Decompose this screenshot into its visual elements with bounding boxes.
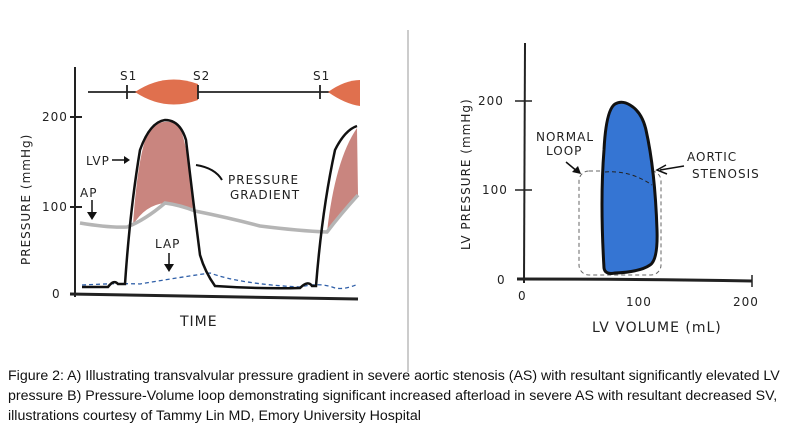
gradient-pointer: [195, 164, 223, 181]
arrow-icon: [164, 264, 174, 272]
arrow-icon: [655, 164, 668, 175]
pressure-gradient-area: [327, 128, 358, 232]
normal-loop-label: LOOP: [546, 144, 582, 158]
y-axis-label: PRESSURE (mmHg): [19, 134, 33, 265]
aortic-stenosis-label: STENOSIS: [692, 167, 760, 181]
panel-b-pv-loop: 200 100 0 0 100 200 LV PRESSURE (mmHg) L…: [459, 42, 760, 336]
s1-label: S1: [313, 69, 330, 83]
s1-label: S1: [120, 69, 137, 83]
arrow-icon: [572, 166, 581, 174]
aortic-pressure-line: [79, 193, 360, 234]
s2-label: S2: [193, 69, 210, 83]
normal-loop-top: [604, 171, 653, 186]
systolic-murmur: [135, 79, 198, 105]
y-tick-label: 0: [497, 273, 506, 287]
x-axis-label: LV VOLUME (mL): [592, 320, 722, 336]
gradient-label: PRESSURE: [228, 173, 299, 187]
x-tick-label: 0: [518, 289, 527, 303]
figure-caption: Figure 2: A) Illustrating transvalvular …: [8, 368, 780, 424]
x-axis-label: TIME: [179, 314, 218, 330]
lv-pressure-line: [82, 118, 358, 290]
y-tick-label: 0: [52, 287, 61, 301]
arrow-icon: [659, 165, 685, 171]
y-axis-label: LV PRESSURE (mmHg): [459, 98, 473, 250]
y-axis: [523, 42, 526, 284]
normal-loop-label: NORMAL: [536, 130, 594, 144]
x-tick-label: 100: [626, 295, 652, 309]
y-tick-label: 100: [482, 183, 508, 197]
panel-a-pressure-time: 200 100 0 PRESSURE (mmHg) TIME S1 S2 S1 …: [19, 67, 360, 330]
systolic-murmur: [328, 80, 360, 106]
lap-label: LAP: [155, 237, 180, 251]
y-tick-label: 200: [42, 110, 68, 124]
y-tick-label: 100: [42, 200, 68, 214]
pressure-gradient-area: [133, 121, 193, 225]
arrow-icon: [87, 212, 97, 220]
x-axis: [516, 277, 753, 283]
x-tick-label: 200: [733, 295, 759, 309]
y-tick-label: 200: [478, 94, 504, 108]
lvp-label: LVP: [86, 154, 110, 168]
aortic-stenosis-label: AORTIC: [687, 150, 737, 164]
left-atrial-pressure-line: [81, 272, 359, 290]
aortic-stenosis-pv-loop: [600, 100, 659, 275]
arrow-icon: [124, 156, 130, 164]
ap-label: AP: [80, 186, 97, 200]
gradient-label: GRADIENT: [230, 188, 300, 202]
x-axis: [69, 292, 359, 301]
